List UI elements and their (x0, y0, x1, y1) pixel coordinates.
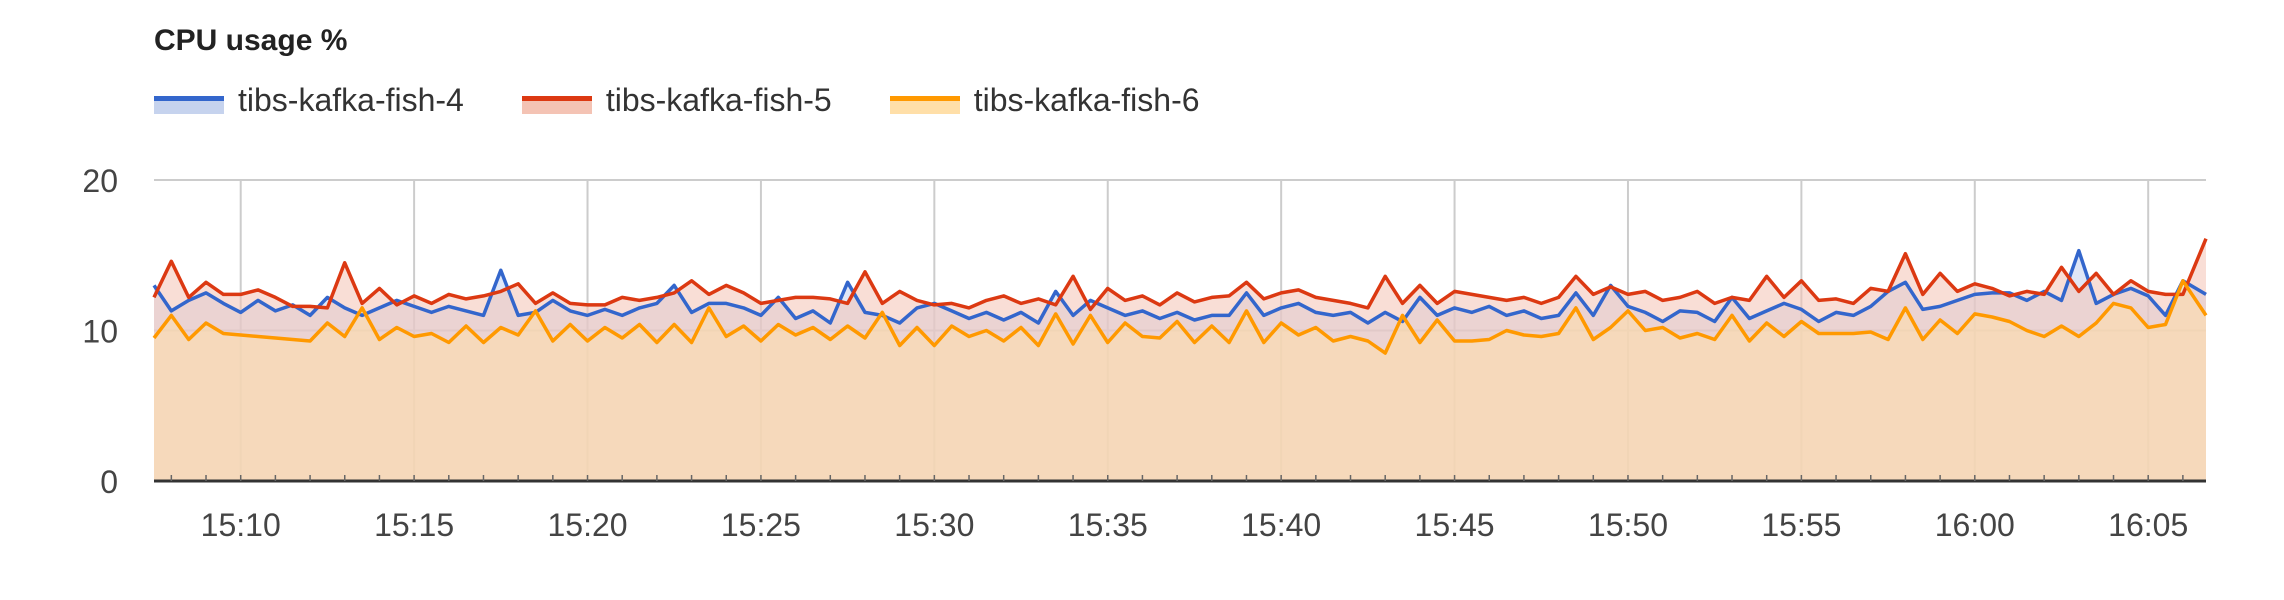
legend-item-fish-5[interactable]: tibs-kafka-fish-5 (521, 82, 832, 119)
chart-title: CPU usage % (154, 24, 348, 57)
x-tick-label: 15:55 (1761, 507, 1841, 543)
legend-item-fish-4[interactable]: tibs-kafka-fish-4 (154, 82, 464, 119)
legend: tibs-kafka-fish-4 tibs-kafka-fish-5 tibs… (154, 82, 1258, 119)
legend-swatch-fish-4 (154, 88, 224, 114)
x-tick-label: 15:20 (547, 507, 627, 543)
y-tick-label: 20 (82, 163, 118, 199)
legend-label-fish-5: tibs-kafka-fish-5 (605, 82, 832, 118)
legend-label-fish-4: tibs-kafka-fish-4 (238, 82, 464, 118)
x-tick-label: 15:15 (374, 507, 454, 543)
x-tick-label: 15:25 (721, 507, 801, 543)
x-tick-label: 15:40 (1241, 507, 1321, 543)
y-tick-label: 10 (82, 314, 118, 350)
x-tick-label: 16:00 (1935, 507, 2015, 543)
x-tick-label: 15:50 (1588, 507, 1668, 543)
x-tick-label: 15:45 (1415, 507, 1495, 543)
legend-swatch-fish-6 (889, 88, 960, 114)
legend-item-fish-6[interactable]: tibs-kafka-fish-6 (889, 82, 1200, 119)
x-tick-label: 16:05 (2108, 507, 2188, 543)
x-tick-label: 15:30 (894, 507, 974, 543)
series-line-2[interactable] (152, 238, 2208, 312)
legend-label-fish-6: tibs-kafka-fish-6 (973, 82, 1200, 118)
series-line-1[interactable] (152, 248, 2207, 325)
series-area-3 (154, 280, 2206, 481)
series-layer (152, 238, 2208, 481)
y-tick-label: 0 (100, 464, 118, 500)
x-tick-label: 15:35 (1068, 507, 1148, 543)
series-line-3[interactable] (152, 279, 2208, 355)
legend-swatch-fish-5 (521, 88, 592, 114)
x-tick-label: 15:10 (201, 507, 281, 543)
x-minor-ticks (170, 475, 2184, 481)
